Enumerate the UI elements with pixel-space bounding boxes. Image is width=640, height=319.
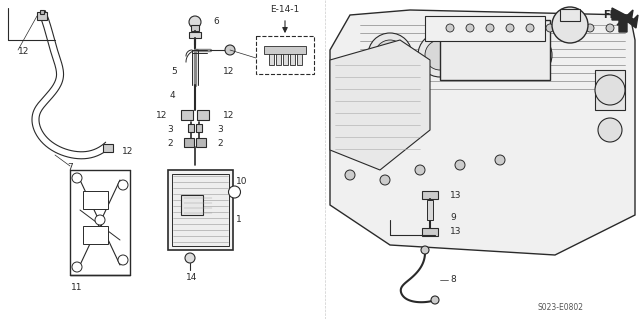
Text: 2: 2 (168, 138, 173, 147)
Circle shape (225, 45, 235, 55)
Circle shape (368, 33, 412, 77)
Text: 7: 7 (67, 164, 73, 173)
Bar (40, 10, 44, 14)
Bar (264, 46, 306, 54)
Circle shape (486, 24, 494, 32)
Bar (37, 12, 47, 20)
Bar (275, 51, 280, 65)
Bar (196, 124, 202, 132)
Circle shape (375, 40, 405, 70)
Text: 3: 3 (167, 125, 173, 135)
Circle shape (508, 33, 552, 77)
Bar (168, 170, 232, 250)
Circle shape (463, 33, 507, 77)
Text: 4: 4 (170, 91, 175, 100)
Text: 8: 8 (450, 276, 456, 285)
Circle shape (415, 165, 425, 175)
Bar (196, 137, 206, 146)
Bar (191, 25, 199, 31)
Bar (184, 137, 194, 146)
Bar (189, 32, 201, 38)
Circle shape (72, 262, 82, 272)
Bar (83, 191, 108, 209)
Text: 12: 12 (223, 68, 234, 77)
Bar (181, 195, 203, 215)
Circle shape (526, 24, 534, 32)
Bar (595, 70, 625, 110)
Circle shape (418, 33, 462, 77)
Circle shape (595, 75, 625, 105)
Circle shape (118, 255, 128, 265)
Text: 14: 14 (186, 273, 198, 283)
Polygon shape (612, 8, 635, 32)
Bar (197, 110, 209, 120)
Circle shape (431, 296, 439, 304)
Circle shape (189, 16, 201, 28)
Text: 3: 3 (217, 125, 223, 135)
Circle shape (470, 40, 500, 70)
Bar (83, 226, 108, 244)
Circle shape (185, 253, 195, 263)
Circle shape (586, 24, 594, 32)
Text: 5: 5 (172, 68, 177, 77)
Bar (256, 36, 314, 74)
Circle shape (118, 180, 128, 190)
Text: 9: 9 (450, 212, 456, 221)
Bar (282, 51, 287, 65)
Text: 6: 6 (213, 18, 219, 26)
Bar (425, 16, 545, 41)
Polygon shape (617, 10, 638, 28)
Circle shape (515, 40, 545, 70)
Bar (422, 191, 438, 199)
Bar (560, 9, 580, 21)
Circle shape (566, 24, 574, 32)
Text: 12: 12 (18, 48, 29, 56)
Circle shape (228, 186, 241, 198)
Circle shape (495, 155, 505, 165)
Bar (181, 110, 193, 120)
Circle shape (466, 24, 474, 32)
Text: 13: 13 (450, 190, 461, 199)
Text: 1: 1 (236, 216, 241, 225)
Bar (296, 51, 301, 65)
Bar (427, 200, 433, 220)
Circle shape (446, 24, 454, 32)
Text: E-14-1: E-14-1 (270, 5, 300, 14)
Circle shape (455, 160, 465, 170)
Circle shape (425, 40, 455, 70)
Text: 12: 12 (223, 110, 234, 120)
Text: FR.: FR. (603, 10, 621, 20)
Circle shape (345, 170, 355, 180)
Bar (103, 144, 113, 152)
Text: 11: 11 (71, 284, 83, 293)
Bar (269, 51, 273, 65)
Circle shape (546, 24, 554, 32)
Text: 13: 13 (450, 227, 461, 236)
Text: S023-E0802: S023-E0802 (537, 303, 583, 313)
Circle shape (598, 118, 622, 142)
Circle shape (72, 173, 82, 183)
Bar (440, 20, 550, 80)
Circle shape (380, 175, 390, 185)
Polygon shape (330, 40, 430, 170)
Bar (188, 124, 194, 132)
Circle shape (606, 24, 614, 32)
Bar (172, 174, 228, 246)
Circle shape (506, 24, 514, 32)
Bar (289, 51, 294, 65)
Text: 10: 10 (236, 177, 247, 187)
Text: 12: 12 (156, 110, 167, 120)
Circle shape (552, 7, 588, 43)
Bar (422, 228, 438, 236)
Text: 2: 2 (217, 138, 223, 147)
Circle shape (421, 246, 429, 254)
Polygon shape (330, 10, 635, 255)
Text: 12: 12 (122, 147, 133, 157)
Circle shape (95, 215, 105, 225)
